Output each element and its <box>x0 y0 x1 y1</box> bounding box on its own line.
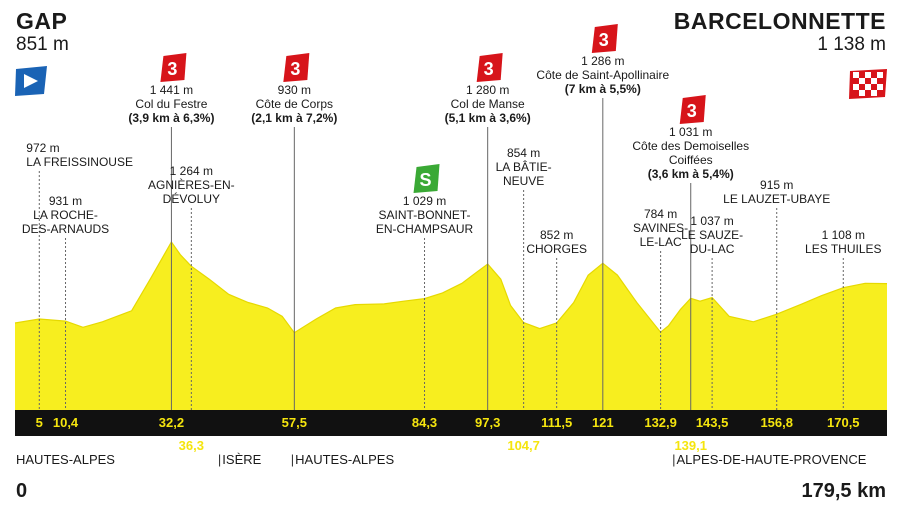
waypoint-name: LA BÂTIE- <box>496 159 552 174</box>
category-3-climb-icon <box>160 53 187 82</box>
flag-check <box>871 90 877 96</box>
waypoint-altitude: 1 029 m <box>403 194 446 208</box>
flag-check <box>859 78 865 84</box>
waypoint-name: (5,1 km à 3,6%) <box>445 111 531 125</box>
waypoint-altitude: 1 037 m <box>690 214 733 228</box>
km-label: 5 <box>36 415 43 430</box>
km-band <box>15 410 887 436</box>
waypoint-name: LA FREISSINOUSE <box>26 155 133 169</box>
waypoint-altitude: 1 031 m <box>669 125 712 139</box>
category-3-climb-icon <box>679 95 706 124</box>
start-town: GAP <box>16 8 68 34</box>
waypoint-name: DU-LAC <box>690 242 735 256</box>
flag-check <box>877 72 883 78</box>
badge-label: 3 <box>687 101 697 121</box>
badge-label: 3 <box>599 30 609 50</box>
waypoint-name: (2,1 km à 7,2%) <box>251 111 337 125</box>
km-label: 156,8 <box>760 415 793 430</box>
km-label: 121 <box>592 415 614 430</box>
region-label: ISÈRE <box>218 452 261 467</box>
waypoint-altitude: 1 441 m <box>150 83 193 97</box>
waypoint-name: LES THUILES <box>805 242 881 256</box>
km-label: 84,3 <box>412 415 437 430</box>
waypoint-altitude: 930 m <box>278 83 311 97</box>
waypoint-altitude: 1 286 m <box>581 54 624 68</box>
flag-check <box>865 84 871 90</box>
category-3-climb-icon <box>283 53 310 82</box>
waypoint-name: LE SAUZE- <box>681 228 743 242</box>
start-altitude: 851 m <box>16 34 69 55</box>
waypoint-name: (3,6 km à 5,4%) <box>648 167 734 181</box>
intermediate-sprint-icon <box>413 164 440 193</box>
waypoint-altitude: 915 m <box>760 178 793 192</box>
category-3-climb-icon <box>476 53 503 82</box>
waypoint-name: LE LAUZET-UBAYE <box>723 192 830 206</box>
km-label: 10,4 <box>53 415 79 430</box>
profile-area <box>15 242 887 410</box>
waypoint-name: Col de Manse <box>451 97 525 111</box>
waypoint-name: Côte de Saint-Apollinaire <box>536 68 669 82</box>
badge-label: 3 <box>167 59 177 79</box>
waypoint-name: DES-ARNAUDS <box>22 222 109 236</box>
waypoint-altitude: 972 m <box>26 141 59 155</box>
waypoint-name: EN-CHAMPSAUR <box>376 222 474 236</box>
km-label: 104,7 <box>507 438 540 453</box>
waypoint-altitude: 1 108 m <box>822 228 865 242</box>
region-label: ALPES-DE-HAUTE-PROVENCE <box>672 452 866 467</box>
flag-check <box>865 72 871 78</box>
flag-check <box>871 78 877 84</box>
waypoint-name: (3,9 km à 6,3%) <box>128 111 214 125</box>
waypoint-name: SAINT-BONNET- <box>379 208 471 222</box>
km-label: 132,9 <box>644 415 677 430</box>
waypoint-name: LA ROCHE- <box>33 208 98 222</box>
waypoint-name: SAVINES- <box>633 221 688 235</box>
waypoint-altitude: 784 m <box>644 207 677 221</box>
waypoint-altitude: 931 m <box>49 194 82 208</box>
waypoint-name: Côte des Demoiselles <box>632 139 749 153</box>
flag-check <box>853 72 859 78</box>
km-label: 36,3 <box>179 438 204 453</box>
km-label: 170,5 <box>827 415 860 430</box>
km-label: 97,3 <box>475 415 500 430</box>
waypoint-altitude: 854 m <box>507 146 540 160</box>
start-flag-arrow <box>24 74 38 88</box>
badge-label: 3 <box>484 59 494 79</box>
waypoint-name: LE-LAC <box>640 235 682 249</box>
waypoint-name: AGNIÈRES-EN- <box>148 177 235 192</box>
km-label: 111,5 <box>541 415 572 430</box>
flag-check <box>859 90 865 96</box>
badge-label: S <box>420 170 432 190</box>
waypoint-altitude: 852 m <box>540 228 573 242</box>
profile-line <box>14 240 888 334</box>
km-label: 57,5 <box>282 415 307 430</box>
finish-altitude: 1 138 m <box>817 34 886 55</box>
flag-check <box>877 84 883 90</box>
waypoint-name: (7 km à 5,5%) <box>565 82 641 96</box>
waypoint-name: Coiffées <box>669 153 713 167</box>
km-label: 32,2 <box>159 415 184 430</box>
waypoint-altitude: 1 280 m <box>466 83 509 97</box>
waypoint-name: NEUVE <box>503 174 544 188</box>
region-label: HAUTES-ALPES <box>16 452 115 467</box>
finish-km-label: 179,5 km <box>801 480 886 502</box>
waypoint-name: Côte de Corps <box>256 97 333 111</box>
km-label: 143,5 <box>696 415 729 430</box>
badge-label: 3 <box>290 59 300 79</box>
finish-town: BARCELONNETTE <box>673 8 886 34</box>
waypoint-name: CHORGES <box>526 242 587 256</box>
start-km-label: 0 <box>16 480 28 502</box>
waypoint-name: Col du Festre <box>135 97 207 111</box>
km-label: 139,1 <box>674 438 707 453</box>
category-3-climb-icon <box>591 24 618 53</box>
region-label: HAUTES-ALPES <box>291 452 394 467</box>
waypoint-name: DÉVOLUY <box>163 191 220 206</box>
flag-check <box>853 84 859 90</box>
waypoint-altitude: 1 264 m <box>170 164 213 178</box>
